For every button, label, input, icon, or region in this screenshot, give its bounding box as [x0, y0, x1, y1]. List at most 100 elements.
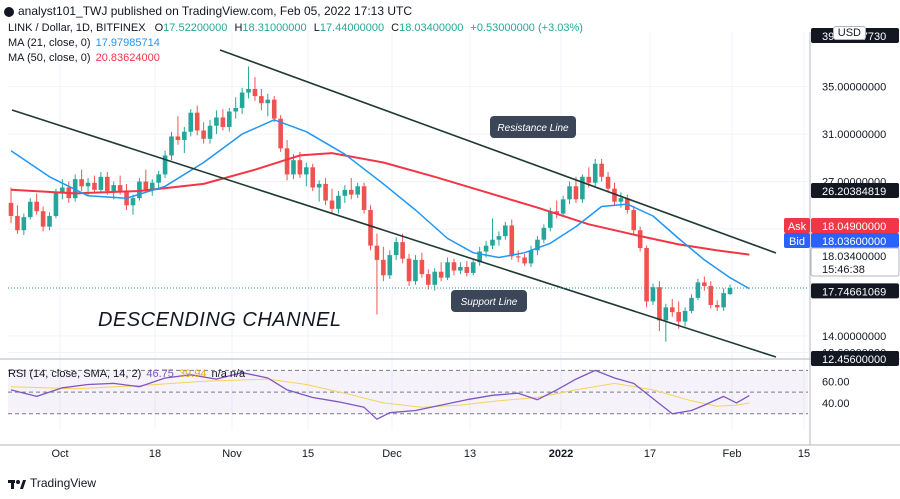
- candle-body: [105, 176, 110, 192]
- candle-body: [188, 112, 194, 132]
- currency-button[interactable]: USD: [832, 26, 866, 40]
- candle: [451, 258, 457, 276]
- candle: [8, 187, 14, 224]
- candle: [503, 221, 508, 240]
- candle: [361, 182, 367, 214]
- candle: [387, 250, 393, 279]
- candle: [34, 193, 39, 215]
- candles: [8, 66, 733, 342]
- candle: [79, 169, 84, 192]
- close-label: C: [391, 22, 400, 34]
- candle-body: [40, 211, 46, 227]
- candle: [560, 195, 566, 218]
- x-tick-label: 18: [149, 448, 161, 460]
- candle: [637, 226, 643, 252]
- candle: [419, 252, 425, 278]
- publisher-line: analyst101_TWJ published on TradingView.…: [4, 4, 412, 18]
- candle-body: [207, 125, 213, 139]
- ma50-legend: MA (50, close, 0) 20.83624000: [8, 52, 160, 64]
- candle-body: [470, 262, 476, 273]
- candle-body: [522, 257, 527, 264]
- candle: [426, 269, 431, 290]
- candle-body: [682, 310, 688, 322]
- candle-body: [721, 293, 726, 308]
- support-label-box: [451, 290, 527, 312]
- candle-body: [560, 199, 566, 214]
- candle-body: [528, 250, 534, 264]
- ma50-label: MA (50, close, 0): [8, 52, 91, 64]
- candle: [368, 205, 373, 251]
- candle: [432, 268, 438, 291]
- candle-body: [233, 107, 238, 112]
- candle-body: [599, 163, 604, 177]
- rsi-tick-label: 60.00: [822, 376, 850, 388]
- candle-body: [355, 186, 360, 195]
- candle: [336, 191, 341, 214]
- tradingview-logo-icon: [4, 6, 14, 17]
- y-tick-label: 35.00000000: [822, 82, 886, 94]
- candle-body: [393, 242, 399, 256]
- footer-brand: TradingView: [8, 476, 96, 490]
- candle: [265, 93, 271, 117]
- candle-body: [432, 271, 438, 285]
- candle-body: [573, 186, 579, 200]
- candle-body: [47, 215, 52, 227]
- candle: [98, 172, 104, 194]
- candle-body: [496, 236, 502, 240]
- candle: [201, 122, 206, 144]
- resistance-label-box: [490, 116, 576, 138]
- candle-body: [92, 182, 97, 190]
- candle: [592, 158, 598, 187]
- candle: [400, 233, 405, 264]
- candle: [393, 237, 399, 260]
- close-value: 18.03400000: [399, 22, 464, 34]
- candle: [304, 162, 309, 187]
- candle: [348, 177, 354, 200]
- candle-body: [702, 282, 707, 286]
- candle-body: [586, 176, 592, 183]
- x-tick-label: 13: [464, 448, 476, 460]
- x-tick-label: 15: [302, 448, 314, 460]
- price-marker-box: [811, 218, 899, 233]
- rsi-tick-label: 40.00: [822, 398, 850, 410]
- candle-body: [111, 185, 117, 192]
- candle-body: [669, 307, 675, 313]
- candle-body: [374, 245, 380, 260]
- candle-body: [483, 245, 489, 252]
- rsi-label: RSI (14, close, SMA, 14, 2): [8, 368, 142, 380]
- candle: [490, 218, 495, 250]
- candle: [53, 188, 59, 219]
- candle-body: [438, 271, 444, 278]
- candle-body: [137, 181, 142, 199]
- candle: [413, 255, 418, 285]
- moving-averages: [10, 119, 750, 290]
- candle: [605, 172, 611, 193]
- candle: [329, 188, 335, 214]
- candle-body: [515, 256, 521, 258]
- candle-body: [284, 148, 290, 175]
- rsi-panel: [10, 369, 750, 420]
- price-marker-box: [810, 247, 900, 277]
- open-value: 17.52200000: [163, 22, 228, 34]
- candle-body: [143, 181, 149, 190]
- candle: [316, 180, 322, 202]
- candle-body: [490, 239, 495, 246]
- candle: [271, 96, 277, 123]
- candle: [522, 253, 527, 266]
- candle-body: [156, 174, 161, 183]
- candle: [567, 181, 572, 205]
- candle-body: [304, 167, 309, 175]
- candle-body: [657, 287, 662, 321]
- candle-body: [458, 266, 463, 271]
- candle: [355, 182, 360, 199]
- candle: [509, 219, 515, 260]
- candle-body: [310, 167, 316, 188]
- candle-body: [130, 198, 136, 206]
- candle-body: [297, 160, 303, 175]
- candle: [323, 177, 328, 206]
- candle: [105, 172, 110, 195]
- high-value: 18.31000000: [242, 22, 307, 34]
- candle-body: [477, 251, 482, 263]
